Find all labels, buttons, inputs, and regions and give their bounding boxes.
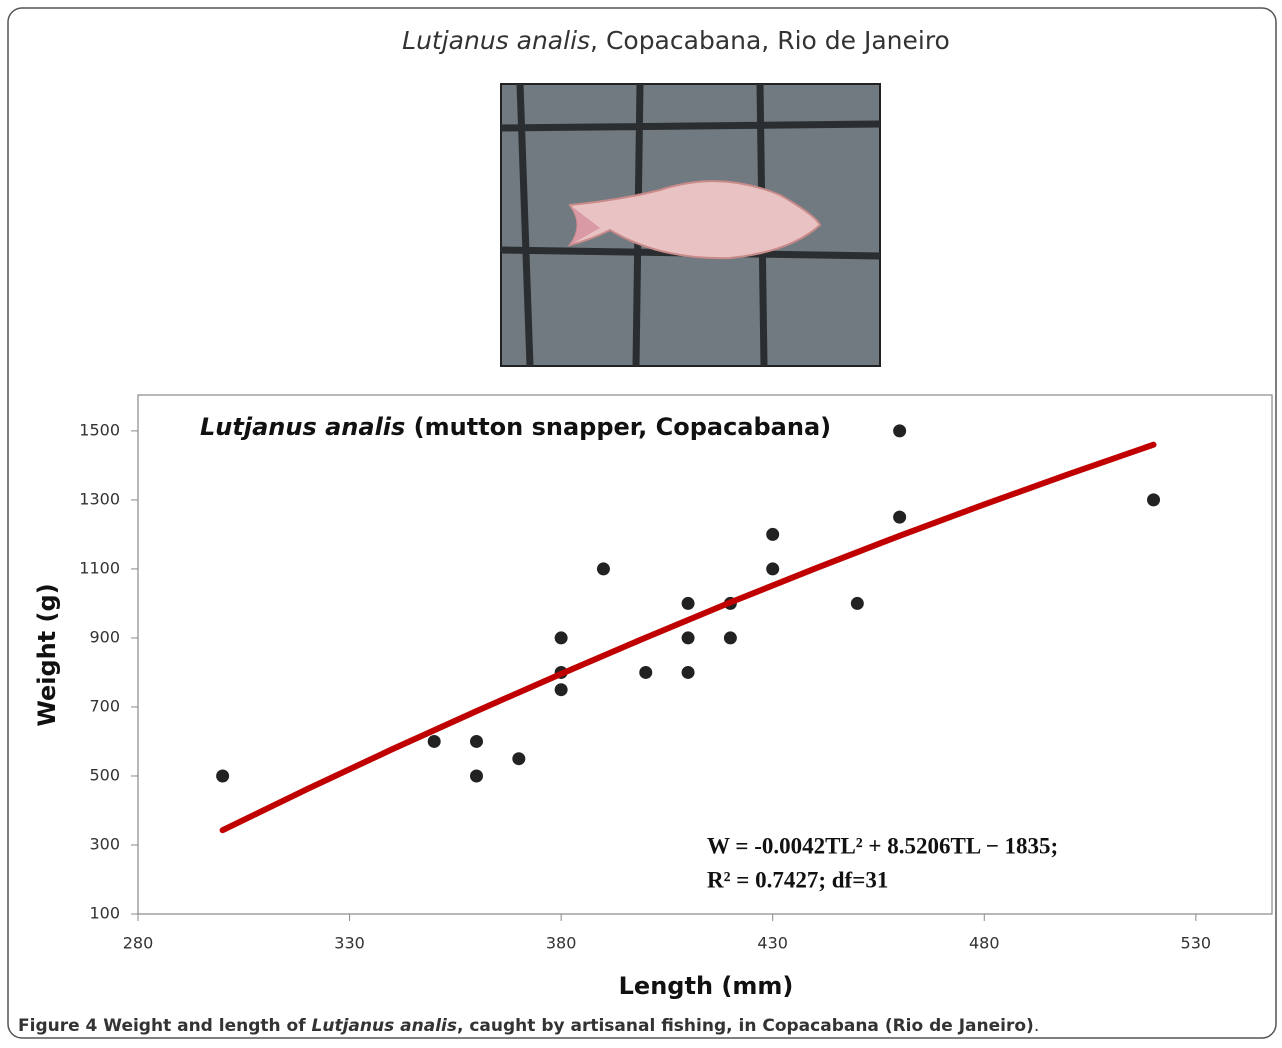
y-tick-label: 1500 [79, 420, 120, 439]
data-point [1147, 493, 1161, 507]
y-tick-label: 300 [89, 834, 120, 853]
x-tick-label: 480 [969, 934, 1000, 953]
data-point [427, 734, 441, 748]
data-point [766, 527, 780, 541]
caption-run: Figure 4 [18, 1016, 98, 1036]
title-run: Lutjanus analis [402, 26, 590, 55]
equation: W = -0.0042TL² + 8.5206TL − 1835; [707, 833, 1058, 858]
y-tick-label: 500 [89, 765, 120, 784]
figure-frame [7, 7, 1277, 1039]
data-point [512, 752, 526, 766]
data-point [554, 631, 568, 645]
x-axis-label: Length (mm) [619, 972, 794, 1000]
title-run: Lutjanus analis [200, 413, 405, 441]
caption-run: , caught by artisanal fishing, in Copaca… [456, 1016, 1034, 1036]
trend-line [219, 441, 1157, 834]
data-point [216, 769, 230, 783]
title-run: , Copacabana, Rio de Janeiro [590, 26, 950, 55]
data-point [893, 510, 907, 524]
y-tick-label: 100 [89, 904, 120, 923]
fish-photo [500, 83, 881, 367]
data-point [723, 631, 737, 645]
data-point [681, 631, 695, 645]
data-point [766, 562, 780, 576]
data-point [554, 683, 568, 697]
y-tick-label: 700 [89, 696, 120, 715]
figure-title: Lutjanus analis, Copacabana, Rio de Jane… [402, 26, 950, 55]
data-point [639, 665, 653, 679]
data-point [681, 596, 695, 610]
equation: R² = 0.7427; df=31 [707, 867, 888, 892]
y-tick-label: 1300 [79, 489, 120, 508]
x-tick-label: 330 [334, 934, 365, 953]
x-tick-label: 380 [546, 934, 577, 953]
chart-title: Lutjanus analis (mutton snapper, Copacab… [200, 413, 831, 441]
y-tick-label: 900 [89, 627, 120, 646]
data-point [850, 596, 864, 610]
x-tick-label: 530 [1181, 934, 1212, 953]
data-point [470, 769, 484, 783]
x-tick-label: 280 [123, 934, 154, 953]
data-point [681, 665, 695, 679]
title-run: (mutton snapper, Copacabana) [405, 413, 831, 441]
data-point [893, 424, 907, 438]
caption-run: Lutjanus analis [311, 1016, 457, 1036]
y-axis-label: Weight (g) [33, 583, 61, 726]
caption-run: . [1033, 1016, 1040, 1036]
y-tick-label: 1100 [79, 558, 120, 577]
plot-area [137, 394, 1273, 915]
data-point [470, 734, 484, 748]
x-tick-label: 430 [757, 934, 788, 953]
data-point [596, 562, 610, 576]
caption-run: Weight and length of [97, 1016, 312, 1036]
figure-caption: Figure 4 Weight and length of Lutjanus a… [18, 1016, 1039, 1036]
